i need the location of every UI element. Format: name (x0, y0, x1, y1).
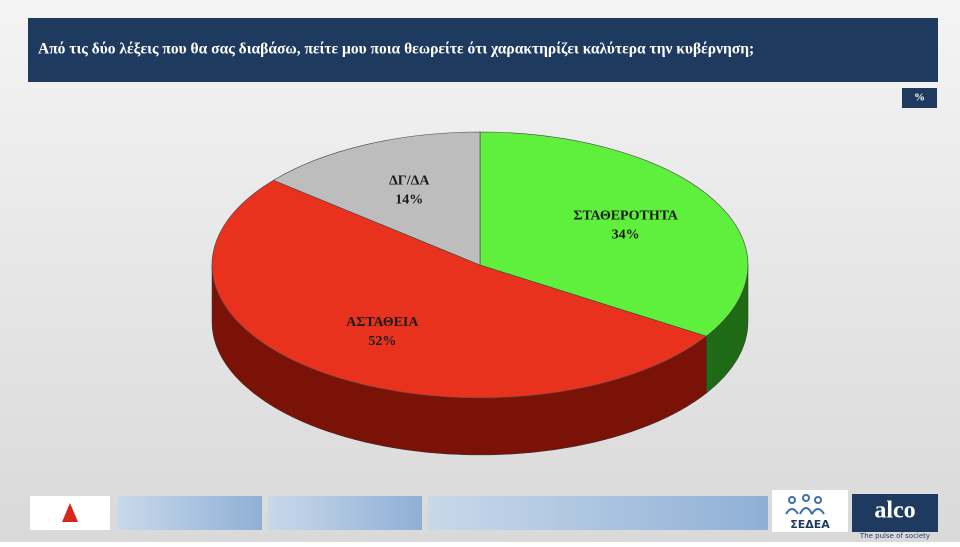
logo-box (852, 494, 938, 532)
sedea-icon (785, 494, 825, 515)
unit-badge (902, 88, 937, 108)
alco-tagline: The pulse of society (859, 532, 930, 540)
footer-band (428, 496, 768, 530)
footer-band (268, 496, 422, 530)
title-bar (28, 18, 938, 82)
alpha-logo (62, 503, 78, 522)
chart-title: Από τις δύο λέξεις που θα σας διαβάσω, π… (38, 41, 754, 58)
unit-label: % (914, 92, 925, 104)
value-label: 52% (368, 334, 396, 349)
slice (479, 131, 749, 337)
slice-label: ΑΣΤΑΘΕΙΑ (346, 315, 419, 330)
slice (272, 131, 481, 266)
slice-label: ΣΤΑΘΕΡΟΤΗΤΑ (573, 208, 678, 223)
slice-label: ΔΓ/ΔΑ (389, 174, 430, 189)
alco-logo: alco (874, 498, 915, 524)
sedea-logo: ΣΕΔΕΑ (790, 518, 830, 531)
pie: ΣΤΑΘΕΡΟΤΗΤΑ 34% ΑΣΤΑΘΕΙΑ 52% ΔΓ/ΔΑ 14% (211, 131, 749, 456)
slice (211, 179, 707, 399)
value-label: 34% (612, 227, 640, 242)
footer-band (118, 496, 262, 530)
value-label: 14% (395, 193, 423, 208)
